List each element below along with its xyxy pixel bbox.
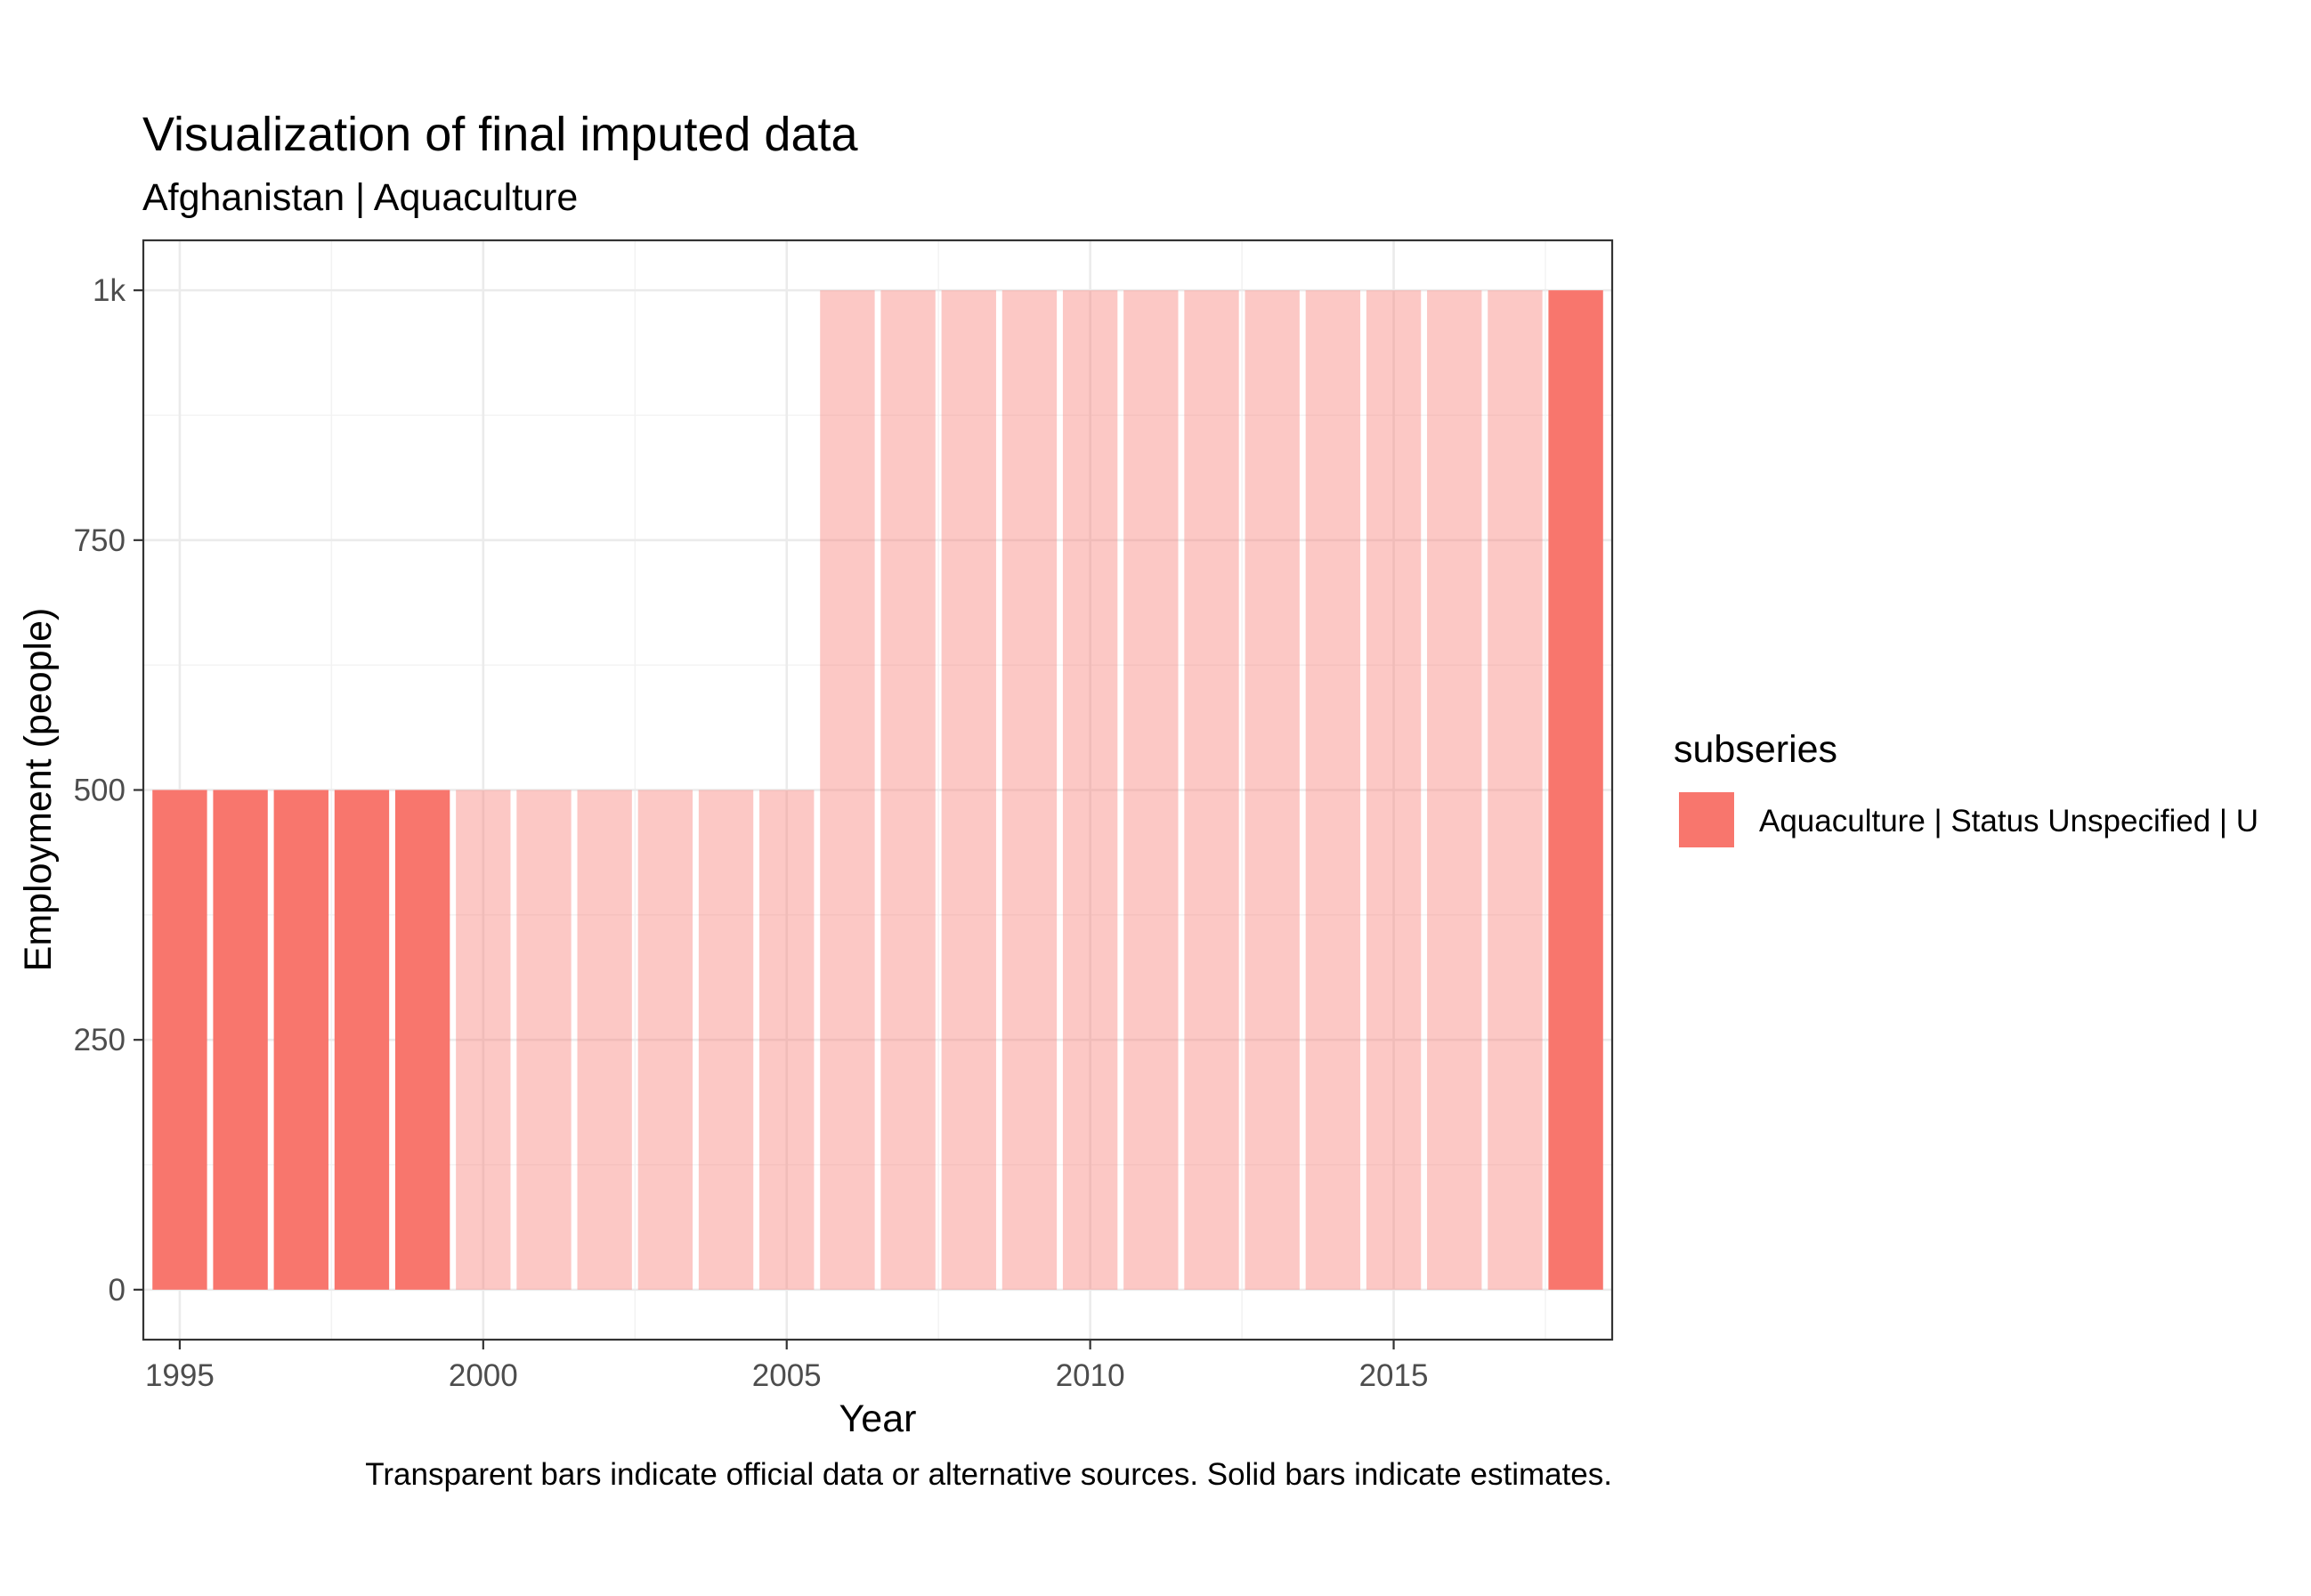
y-tick-label: 1k <box>93 273 126 308</box>
y-tick-label: 0 <box>109 1273 126 1308</box>
bar-2004 <box>698 790 754 1290</box>
x-tick-label: 2005 <box>752 1358 822 1393</box>
bar-2011 <box>1123 290 1179 1290</box>
x-axis: 1995 2000 2005 2010 2015 <box>145 1340 1429 1393</box>
y-tick-label: 750 <box>74 523 126 558</box>
bar-2013 <box>1245 290 1300 1290</box>
bar-1997 <box>273 790 328 1290</box>
bar-1998 <box>334 790 390 1290</box>
chart-caption: Transparent bars indicate official data … <box>365 1457 1612 1492</box>
legend-title: subseries <box>1674 728 1837 771</box>
y-tick-label: 250 <box>74 1023 126 1057</box>
legend: subseries Aquaculture | Status Unspecifi… <box>1674 728 2258 847</box>
bar-2002 <box>577 790 632 1290</box>
bar-2014 <box>1305 290 1361 1290</box>
bar-1996 <box>213 790 268 1290</box>
bar-2016 <box>1427 290 1482 1290</box>
x-tick-label: 2000 <box>449 1358 518 1393</box>
bar-2009 <box>1001 290 1058 1290</box>
x-tick-label: 2015 <box>1359 1358 1429 1393</box>
y-axis: 0 250 500 750 1k <box>74 273 143 1308</box>
bar-1995 <box>152 790 207 1290</box>
bar-2008 <box>941 290 996 1290</box>
bar-2015 <box>1366 290 1422 1290</box>
bars <box>152 290 1603 1290</box>
y-tick-label: 500 <box>74 774 126 808</box>
chart-title: Visualization of final imputed data <box>142 108 858 161</box>
plot-panel <box>142 239 1614 1341</box>
bar-2010 <box>1062 290 1118 1290</box>
bar-2001 <box>516 790 572 1290</box>
legend-entry-label: Aquaculture | Status Unspecified | U <box>1759 804 2258 839</box>
x-tick-label: 2010 <box>1056 1358 1125 1393</box>
bar-2007 <box>880 290 936 1290</box>
bar-2000 <box>456 790 511 1290</box>
x-tick-label: 1995 <box>145 1358 215 1393</box>
legend-key-swatch <box>1679 792 1734 847</box>
bar-1999 <box>394 790 450 1290</box>
x-axis-title: Year <box>839 1398 917 1440</box>
bar-2005 <box>759 790 815 1290</box>
bar-2006 <box>820 290 875 1290</box>
bar-2003 <box>637 790 693 1290</box>
y-axis-title: Employment (people) <box>17 608 60 972</box>
bar-2012 <box>1184 290 1239 1290</box>
bar-2018 <box>1548 290 1603 1290</box>
chart-subtitle: Afghanistan | Aquaculture <box>142 176 578 219</box>
bar-2017 <box>1488 290 1543 1290</box>
